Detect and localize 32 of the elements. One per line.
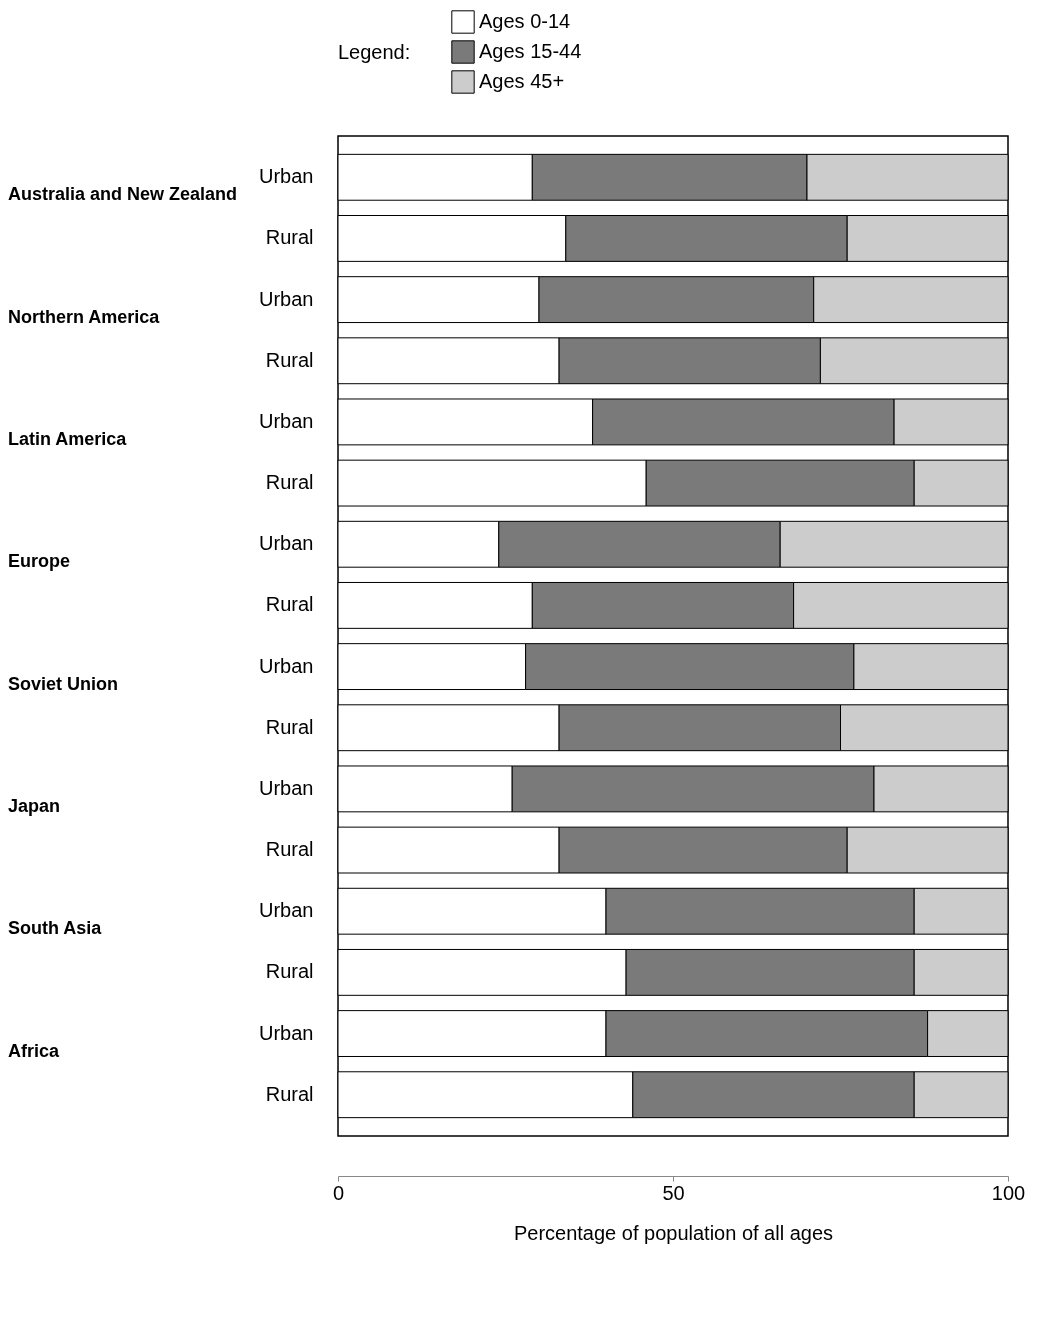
legend-label: Ages 45+ xyxy=(479,70,565,92)
y-tick-label: Urban xyxy=(259,899,314,922)
y-tick-label: Urban xyxy=(259,776,314,799)
y-tick-label: Urban xyxy=(259,287,314,310)
y-tick-label: Urban xyxy=(259,532,314,555)
text: Latin America xyxy=(8,428,128,449)
text: Australia and New Zealand xyxy=(8,184,238,205)
text: Northern America xyxy=(8,306,161,327)
y-tick-label: Rural xyxy=(265,1082,314,1105)
x-axis-title: Percentage of population of all ages xyxy=(513,1221,834,1244)
y-tick-label: Urban xyxy=(259,654,314,677)
y-tick-label: Rural xyxy=(265,471,314,494)
text: Soviet Union xyxy=(8,673,119,694)
text: South Asia xyxy=(8,918,103,939)
y-tick-label: Rural xyxy=(265,348,314,371)
y-tick-label: Rural xyxy=(265,226,314,249)
x-tick-label: 0 xyxy=(332,1181,345,1204)
y-tick-label: Rural xyxy=(265,715,314,738)
y-tick-label: Urban xyxy=(259,1021,314,1044)
x-tick-label: 100 xyxy=(991,1181,1026,1204)
y-tick-label: Rural xyxy=(265,838,314,861)
text: Africa xyxy=(8,1040,61,1061)
legend-label: Ages 0-14 xyxy=(479,10,571,32)
y-tick-label: Rural xyxy=(265,593,314,616)
y-tick-label: Urban xyxy=(259,165,314,188)
text: Europe xyxy=(8,551,71,572)
y-tick-label: Rural xyxy=(265,960,314,983)
legend-label: Ages 15-44 xyxy=(479,40,582,62)
legend-title: Legend: xyxy=(338,41,411,63)
x-tick-label: 50 xyxy=(662,1181,685,1204)
text: Japan xyxy=(8,795,61,816)
y-tick-label: Urban xyxy=(259,409,314,432)
